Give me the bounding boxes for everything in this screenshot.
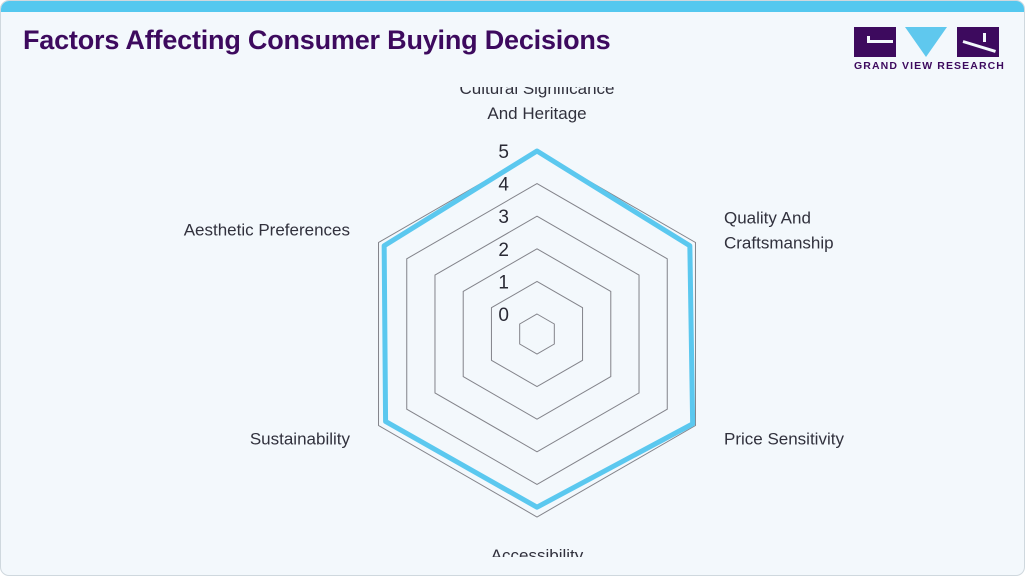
radar-category-label-line: Craftsmanship: [724, 234, 834, 253]
radar-category-label: Aesthetic Preferences: [184, 221, 350, 240]
radial-tick-label: 2: [498, 240, 509, 261]
radial-tick-label: 1: [498, 272, 509, 293]
logo-g-stem-shape: [867, 36, 870, 43]
radar-category-label: Price Sensitivity: [724, 430, 844, 449]
logo-tile-g-icon: [854, 27, 896, 57]
radar-grid-ring: [406, 183, 668, 485]
radial-tick-label: 0: [498, 305, 509, 326]
radar-category-label: Quality And Craftsmanship: [724, 209, 834, 253]
radial-tick-label: 3: [498, 207, 509, 228]
radar-category-labels: Cultural Significance And Heritage Quality…: [184, 87, 845, 557]
radar-category-label-line: Quality And: [724, 209, 811, 228]
logo-triangle-v-icon: [905, 27, 947, 57]
radar-category-label: Sustainability: [250, 430, 351, 449]
radial-tick-label: 5: [498, 142, 509, 163]
brand-logo: GRAND VIEW RESEARCH: [854, 27, 1005, 75]
radar-category-label-line: Aesthetic Preferences: [184, 221, 350, 240]
logo-g-bar-shape: [867, 40, 893, 43]
radar-category-label-line: Accessibility: [491, 546, 584, 557]
radar-grid-rings: [378, 150, 696, 518]
radar-grid-ring: [490, 280, 584, 388]
logo-r-slash-shape: [962, 40, 996, 53]
radar-category-label: Cultural Significance And Heritage: [460, 87, 615, 123]
radar-grid-ring: [462, 248, 612, 420]
logo-wordmark: GRAND VIEW RESEARCH: [854, 60, 1005, 72]
radar-category-label-line: Cultural Significance: [460, 87, 615, 98]
radar-chart-svg: 0 1 2 3 4 5 Cultural Significance And Heritage…: [184, 87, 845, 557]
radar-radial-tick-labels: 0 1 2 3 4 5: [498, 142, 509, 326]
logo-r-tick-shape: [983, 33, 986, 42]
radar-series-layer: [381, 148, 696, 510]
radar-chart: 0 1 2 3 4 5 Cultural Significance And Heritage…: [1, 87, 1024, 557]
radar-category-label-line: Sustainability: [250, 430, 351, 449]
radar-grid-ring: [378, 150, 696, 518]
radar-category-label-line: Price Sensitivity: [724, 430, 844, 449]
page-title: Factors Affecting Consumer Buying Decisi…: [23, 25, 611, 55]
logo-marks: [854, 27, 999, 57]
radar-grid-ring: [434, 215, 640, 453]
radar-category-label: Accessibility: [491, 546, 584, 557]
top-accent-bar: [1, 1, 1024, 12]
radar-grid-ring: [519, 313, 555, 355]
radial-tick-label: 4: [498, 175, 509, 196]
logo-tile-r-icon: [957, 27, 999, 57]
radar-category-label-line: And Heritage: [487, 104, 586, 123]
radar-series-polygon: [381, 148, 696, 510]
